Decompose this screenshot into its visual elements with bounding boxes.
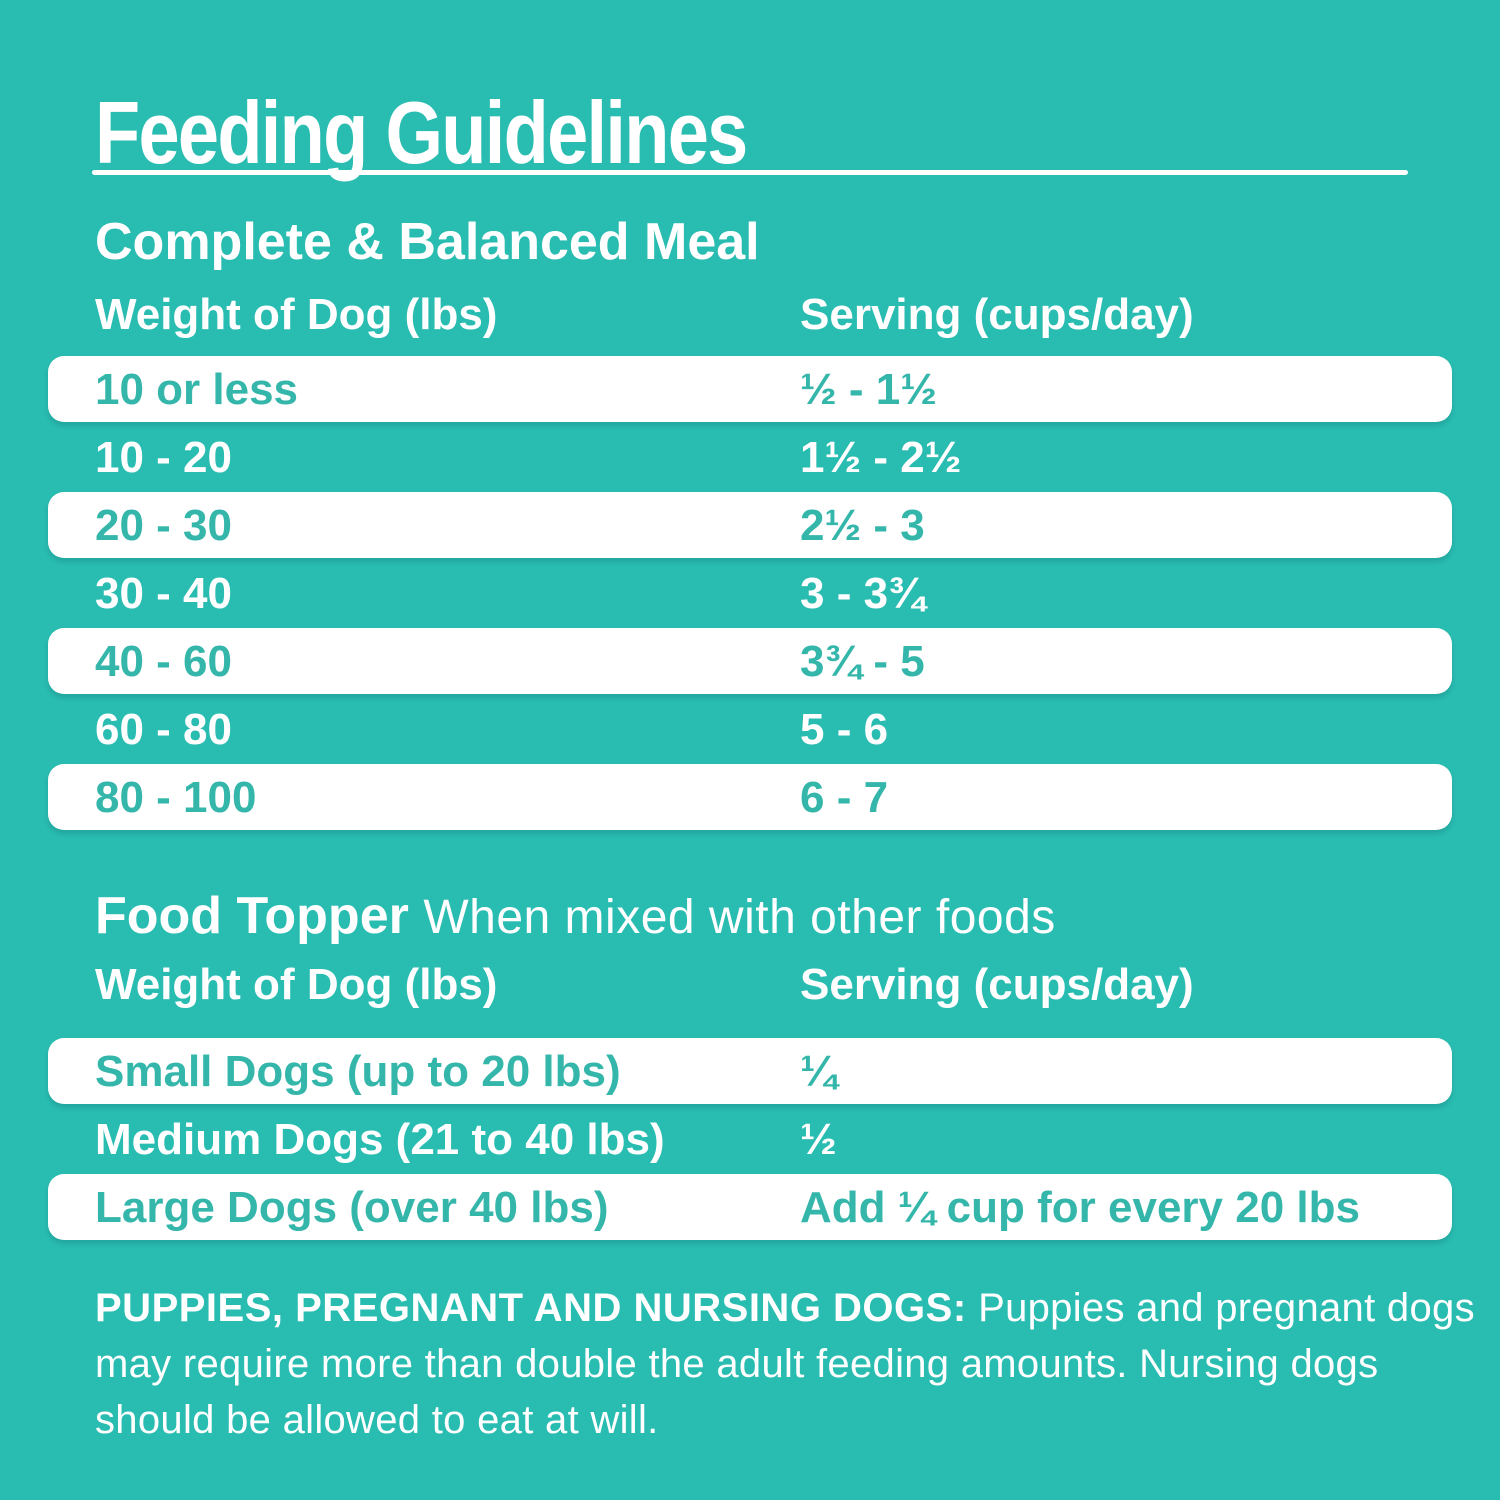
serving-cell: ¼: [800, 1047, 837, 1096]
meal-table: 10 or less ½ - 1½ 10 - 20 1½ - 2½ 20 - 3…: [0, 356, 1500, 832]
table-row: 10 - 20 1½ - 2½: [0, 424, 1500, 492]
serving-cell: ½: [800, 1115, 837, 1164]
serving-cell: 2½ - 3: [800, 501, 925, 550]
weight-cell: Small Dogs (up to 20 lbs): [95, 1047, 621, 1096]
topper-column-headers: Weight of Dog (lbs) Serving (cups/day): [0, 960, 1500, 1010]
topper-section-subtitle: When mixed with other foods: [423, 891, 1056, 944]
serving-cell: 3 - 3¾: [800, 569, 925, 618]
weight-cell: 20 - 30: [95, 501, 232, 550]
table-row: Large Dogs (over 40 lbs) Add ¼ cup for e…: [0, 1174, 1500, 1242]
table-row: 60 - 80 5 - 6: [0, 696, 1500, 764]
weight-cell: 30 - 40: [95, 569, 232, 618]
title-underline: [92, 170, 1408, 175]
weight-cell: 10 - 20: [95, 433, 232, 482]
meal-column-headers: Weight of Dog (lbs) Serving (cups/day): [0, 290, 1500, 340]
topper-column-header-weight: Weight of Dog (lbs): [95, 960, 498, 1009]
topper-table: Small Dogs (up to 20 lbs) ¼ Medium Dogs …: [0, 1038, 1500, 1242]
topper-column-header-serving: Serving (cups/day): [800, 960, 1194, 1009]
weight-cell: 60 - 80: [95, 705, 232, 754]
meal-column-header-serving: Serving (cups/day): [800, 290, 1194, 339]
weight-cell: 40 - 60: [95, 637, 232, 686]
page-title: Feeding Guidelines: [95, 83, 748, 182]
serving-cell: 5 - 6: [800, 705, 889, 754]
topper-section-title-main: Food Topper: [95, 887, 409, 945]
table-row: 80 - 100 6 - 7: [0, 764, 1500, 832]
puppies-footnote-text: Puppies and pregnant dogs may require mo…: [95, 1286, 1475, 1442]
meal-column-header-weight: Weight of Dog (lbs): [95, 290, 498, 339]
serving-cell: 1½ - 2½: [800, 433, 962, 482]
serving-cell: Add ¼ cup for every 20 lbs: [800, 1183, 1360, 1232]
serving-cell: ½ - 1½: [800, 365, 937, 414]
puppies-footnote-lead: PUPPIES, PREGNANT AND NURSING DOGS:: [95, 1286, 967, 1330]
table-row: 30 - 40 3 - 3¾: [0, 560, 1500, 628]
weight-cell: 80 - 100: [95, 773, 257, 822]
serving-cell: 6 - 7: [800, 773, 889, 822]
table-row: 20 - 30 2½ - 3: [0, 492, 1500, 560]
table-row: 10 or less ½ - 1½: [0, 356, 1500, 424]
table-row: 40 - 60 3¾ - 5: [0, 628, 1500, 696]
table-row: Small Dogs (up to 20 lbs) ¼: [0, 1038, 1500, 1106]
topper-section-title: Food Topper When mixed with other foods: [95, 886, 1056, 946]
meal-section-title: Complete & Balanced Meal: [95, 213, 760, 271]
weight-cell: 10 or less: [95, 365, 299, 414]
serving-cell: 3¾ - 5: [800, 637, 925, 686]
puppies-footnote: PUPPIES, PREGNANT AND NURSING DOGS: Pupp…: [95, 1280, 1495, 1448]
table-row: Medium Dogs (21 to 40 lbs) ½: [0, 1106, 1500, 1174]
weight-cell: Medium Dogs (21 to 40 lbs): [95, 1115, 665, 1164]
weight-cell: Large Dogs (over 40 lbs): [95, 1183, 609, 1232]
